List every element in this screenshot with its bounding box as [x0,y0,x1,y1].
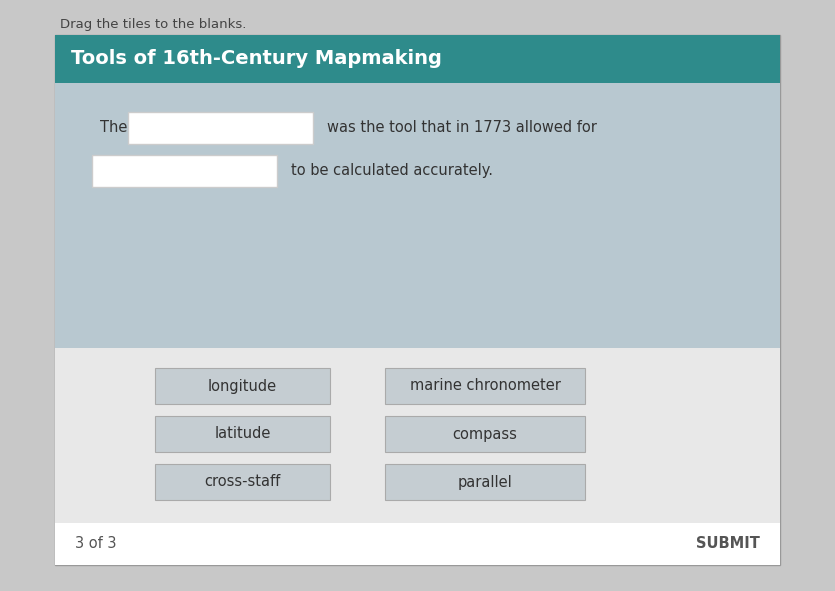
Text: compass: compass [453,427,518,441]
Bar [55,35,780,83]
Text: Tools of 16th-Century Mapmaking: Tools of 16th-Century Mapmaking [71,50,442,69]
Bar [55,523,780,565]
Text: 3 of 3: 3 of 3 [75,537,117,551]
Bar [155,368,330,404]
Text: Drag the tiles to the blanks.: Drag the tiles to the blanks. [60,18,246,31]
Text: SUBMIT: SUBMIT [696,537,760,551]
Bar [128,112,313,144]
Bar [385,368,585,404]
Bar [385,464,585,500]
Bar [155,464,330,500]
Bar [92,155,277,187]
Text: cross-staff: cross-staff [205,475,281,489]
Bar [155,416,330,452]
Text: latitude: latitude [215,427,271,441]
Bar [55,348,780,523]
Text: to be calculated accurately.: to be calculated accurately. [291,164,493,178]
Text: The: The [100,121,128,135]
Bar [55,35,780,565]
Bar [385,416,585,452]
Bar [55,83,780,348]
Text: marine chronometer: marine chronometer [409,378,560,394]
Text: was the tool that in 1773 allowed for: was the tool that in 1773 allowed for [327,121,597,135]
Text: longitude: longitude [208,378,277,394]
Text: parallel: parallel [458,475,513,489]
